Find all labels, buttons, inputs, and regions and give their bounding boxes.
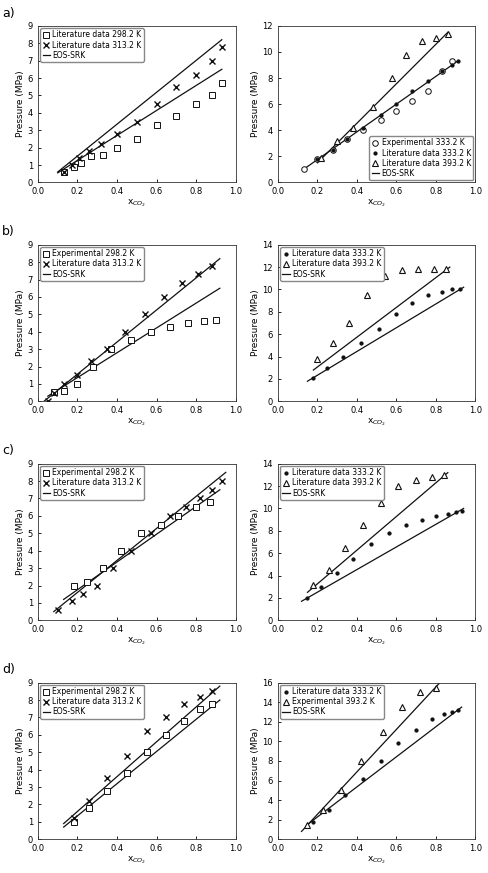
Y-axis label: Pressure (MPa): Pressure (MPa) (250, 727, 259, 794)
Legend: Experimental 333.2 K, Literature data 333.2 K, Literature data 393.2 K, EOS-SRK: Experimental 333.2 K, Literature data 33… (368, 136, 472, 180)
X-axis label: x$_{CO_2}$: x$_{CO_2}$ (366, 855, 386, 866)
Y-axis label: Pressure (MPa): Pressure (MPa) (16, 290, 25, 356)
Legend: Experimental 298.2 K, Literature data 313.2 K, EOS-SRK: Experimental 298.2 K, Literature data 31… (40, 685, 143, 718)
X-axis label: x$_{CO_2}$: x$_{CO_2}$ (127, 197, 146, 210)
X-axis label: x$_{CO_2}$: x$_{CO_2}$ (127, 636, 146, 647)
X-axis label: x$_{CO_2}$: x$_{CO_2}$ (127, 416, 146, 428)
X-axis label: x$_{CO_2}$: x$_{CO_2}$ (366, 197, 386, 210)
Legend: Literature data 333.2 K, Experimental 393.2 K, EOS-SRK: Literature data 333.2 K, Experimental 39… (280, 685, 383, 718)
Text: a): a) (2, 6, 15, 19)
X-axis label: x$_{CO_2}$: x$_{CO_2}$ (127, 855, 146, 866)
Y-axis label: Pressure (MPa): Pressure (MPa) (16, 509, 25, 575)
Text: c): c) (2, 444, 14, 457)
Text: b): b) (2, 225, 15, 238)
Y-axis label: Pressure (MPa): Pressure (MPa) (250, 509, 259, 575)
Y-axis label: Pressure (MPa): Pressure (MPa) (16, 727, 25, 794)
Y-axis label: Pressure (MPa): Pressure (MPa) (250, 290, 259, 356)
X-axis label: x$_{CO_2}$: x$_{CO_2}$ (366, 416, 386, 428)
Legend: Literature data 298.2 K, Literature data 313.2 K, EOS-SRK: Literature data 298.2 K, Literature data… (40, 28, 143, 62)
Legend: Experimental 298.2 K, Literature data 313.2 K, EOS-SRK: Experimental 298.2 K, Literature data 31… (40, 247, 143, 281)
Y-axis label: Pressure (MPa): Pressure (MPa) (250, 71, 259, 137)
Legend: Literature data 333.2 K, Literature data 393.2 K, EOS-SRK: Literature data 333.2 K, Literature data… (280, 247, 383, 281)
Legend: Literature data 333.2 K, Literature data 393.2 K, EOS-SRK: Literature data 333.2 K, Literature data… (280, 466, 383, 500)
X-axis label: x$_{CO_2}$: x$_{CO_2}$ (366, 636, 386, 647)
Legend: Experimental 298.2 K, Literature data 313.2 K, EOS-SRK: Experimental 298.2 K, Literature data 31… (40, 466, 143, 500)
Text: d): d) (2, 663, 15, 677)
Y-axis label: Pressure (MPa): Pressure (MPa) (16, 71, 25, 137)
